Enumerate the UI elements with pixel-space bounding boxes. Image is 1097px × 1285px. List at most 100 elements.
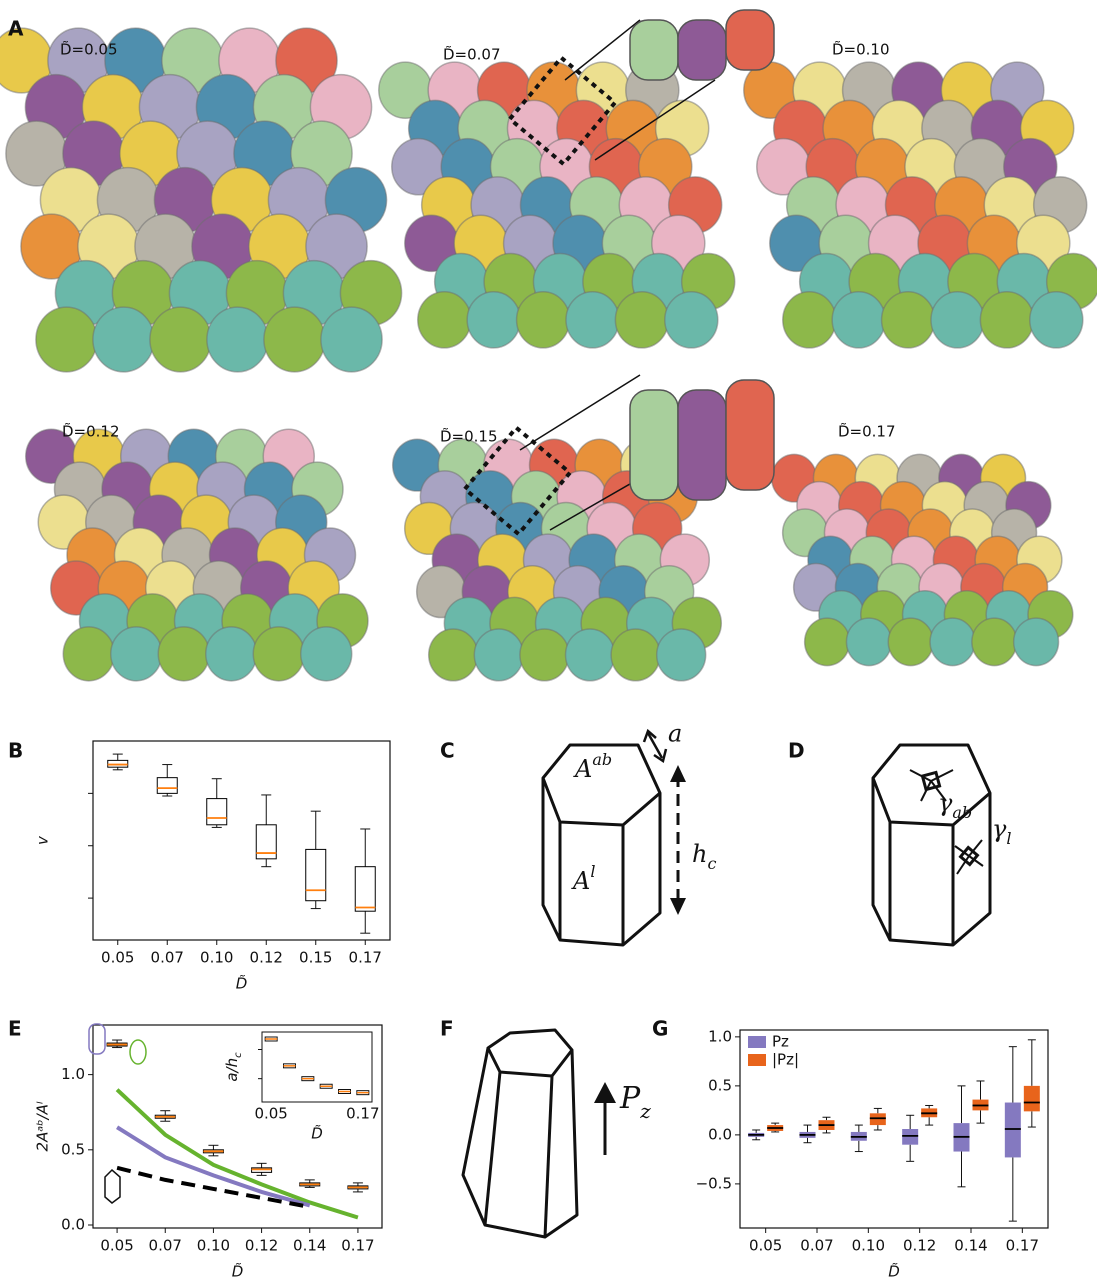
cell — [805, 618, 850, 666]
icon — [89, 1024, 105, 1054]
curve — [117, 1090, 358, 1218]
cell — [36, 307, 97, 372]
zoom-cell — [726, 10, 774, 70]
legend-label: Pz — [772, 1033, 789, 1051]
x-tick-label: 0.14 — [293, 1237, 326, 1255]
cell — [93, 307, 154, 372]
icon — [105, 1170, 120, 1203]
cell — [930, 618, 975, 666]
y-axis-label-sub: c — [233, 1052, 244, 1058]
legend-swatch — [748, 1036, 766, 1048]
y-axis-label: 2Aᵃᵇ/Aˡ — [34, 1101, 52, 1151]
edge-label: a — [668, 720, 682, 748]
polarity-diagram — [463, 1030, 616, 1237]
x-tick-label: 0.17 — [349, 949, 382, 967]
height-label: hc — [692, 840, 716, 874]
cell — [264, 307, 325, 372]
cell — [832, 292, 885, 348]
cell — [301, 627, 352, 681]
x-tick-label: 0.10 — [200, 949, 233, 967]
cell — [1030, 292, 1083, 348]
cell — [931, 292, 984, 348]
cell-cluster — [744, 62, 1097, 348]
x-tick-label: 0.17 — [346, 1105, 379, 1123]
zoom-cell — [726, 380, 774, 490]
cell — [888, 618, 933, 666]
box-chart: 0.00.51.00.050.070.100.120.140.17D̃2Aᵃᵇ/… — [34, 1024, 383, 1281]
zoom-cell — [678, 20, 726, 80]
area-apical-label: Aab — [573, 750, 612, 783]
cell — [783, 292, 836, 348]
x-tick-label: 0.07 — [800, 1237, 833, 1255]
plot-frame — [93, 741, 390, 940]
render-label: D̃=0.15 — [440, 427, 498, 446]
panel-label: E — [8, 1017, 22, 1041]
y-tick-label: 0.5 — [61, 1140, 85, 1158]
tension-lateral-label: γl — [992, 815, 1011, 849]
y-tick-label: 0.0 — [61, 1215, 85, 1233]
cell — [418, 292, 471, 348]
x-tick-label: 0.17 — [341, 1237, 374, 1255]
cell — [615, 292, 668, 348]
x-tick-label: 0.12 — [245, 1237, 278, 1255]
cell — [150, 307, 211, 372]
panel-label: C — [440, 739, 455, 763]
cell — [517, 292, 570, 348]
x-axis-label: D̃ — [236, 974, 248, 993]
legend-label: |Pz| — [772, 1051, 799, 1069]
cell — [1014, 618, 1059, 666]
cell — [63, 627, 114, 681]
y-tick-label: 1.0 — [708, 1027, 732, 1045]
x-tick-label: 0.05 — [254, 1105, 287, 1123]
render-label: D̃=0.12 — [62, 422, 120, 441]
y-tick-label: 0.5 — [708, 1076, 732, 1094]
x-tick-label: 0.14 — [954, 1237, 987, 1255]
icon — [130, 1040, 146, 1064]
area-lateral-label: Al — [571, 862, 595, 895]
cell — [980, 292, 1033, 348]
cell-cluster — [0, 28, 402, 372]
cell — [467, 292, 520, 348]
page: {"panels": { "A": {"label": "A", "render… — [0, 0, 1097, 1285]
cell — [253, 627, 304, 681]
render-label: D̃=0.10 — [832, 40, 890, 59]
cell — [321, 307, 382, 372]
cell — [657, 629, 706, 681]
tension-diagram — [873, 745, 990, 945]
cell — [206, 627, 257, 681]
box — [306, 849, 326, 900]
box — [1024, 1086, 1040, 1111]
cell-cluster — [772, 454, 1073, 665]
legend-swatch — [748, 1054, 766, 1066]
cell-cluster — [379, 62, 735, 348]
polarity-label: Pz — [619, 1081, 651, 1123]
cell — [207, 307, 268, 372]
panel-label: F — [440, 1017, 454, 1041]
y-axis-label: v — [34, 835, 52, 845]
x-tick-label: 0.12 — [903, 1237, 936, 1255]
cell — [429, 629, 478, 681]
figure: D̃=0.05D̃=0.07D̃=0.10D̃=0.12D̃=0.15D̃=0.… — [0, 0, 1097, 1281]
y-axis-label-base: a/h — [223, 1058, 241, 1082]
cell — [611, 629, 660, 681]
panel-label: D — [788, 739, 805, 763]
y-tick-label: 1.0 — [61, 1065, 85, 1083]
cell-cluster — [26, 429, 368, 681]
panel-label: B — [8, 739, 23, 763]
box — [902, 1129, 918, 1145]
render-label: D̃=0.07 — [443, 45, 501, 64]
cell — [111, 627, 162, 681]
cell — [882, 292, 935, 348]
x-tick-label: 0.12 — [250, 949, 283, 967]
x-axis-label: D̃ — [888, 1262, 900, 1281]
y-axis-label: a/hc — [223, 1052, 244, 1082]
panel-label: A — [8, 17, 24, 41]
cell — [665, 292, 718, 348]
zoom-cell — [678, 390, 726, 500]
x-tick-label: 0.07 — [151, 949, 184, 967]
cell — [566, 292, 619, 348]
x-tick-label: 0.10 — [197, 1237, 230, 1255]
render-label: D̃=0.05 — [60, 40, 118, 59]
